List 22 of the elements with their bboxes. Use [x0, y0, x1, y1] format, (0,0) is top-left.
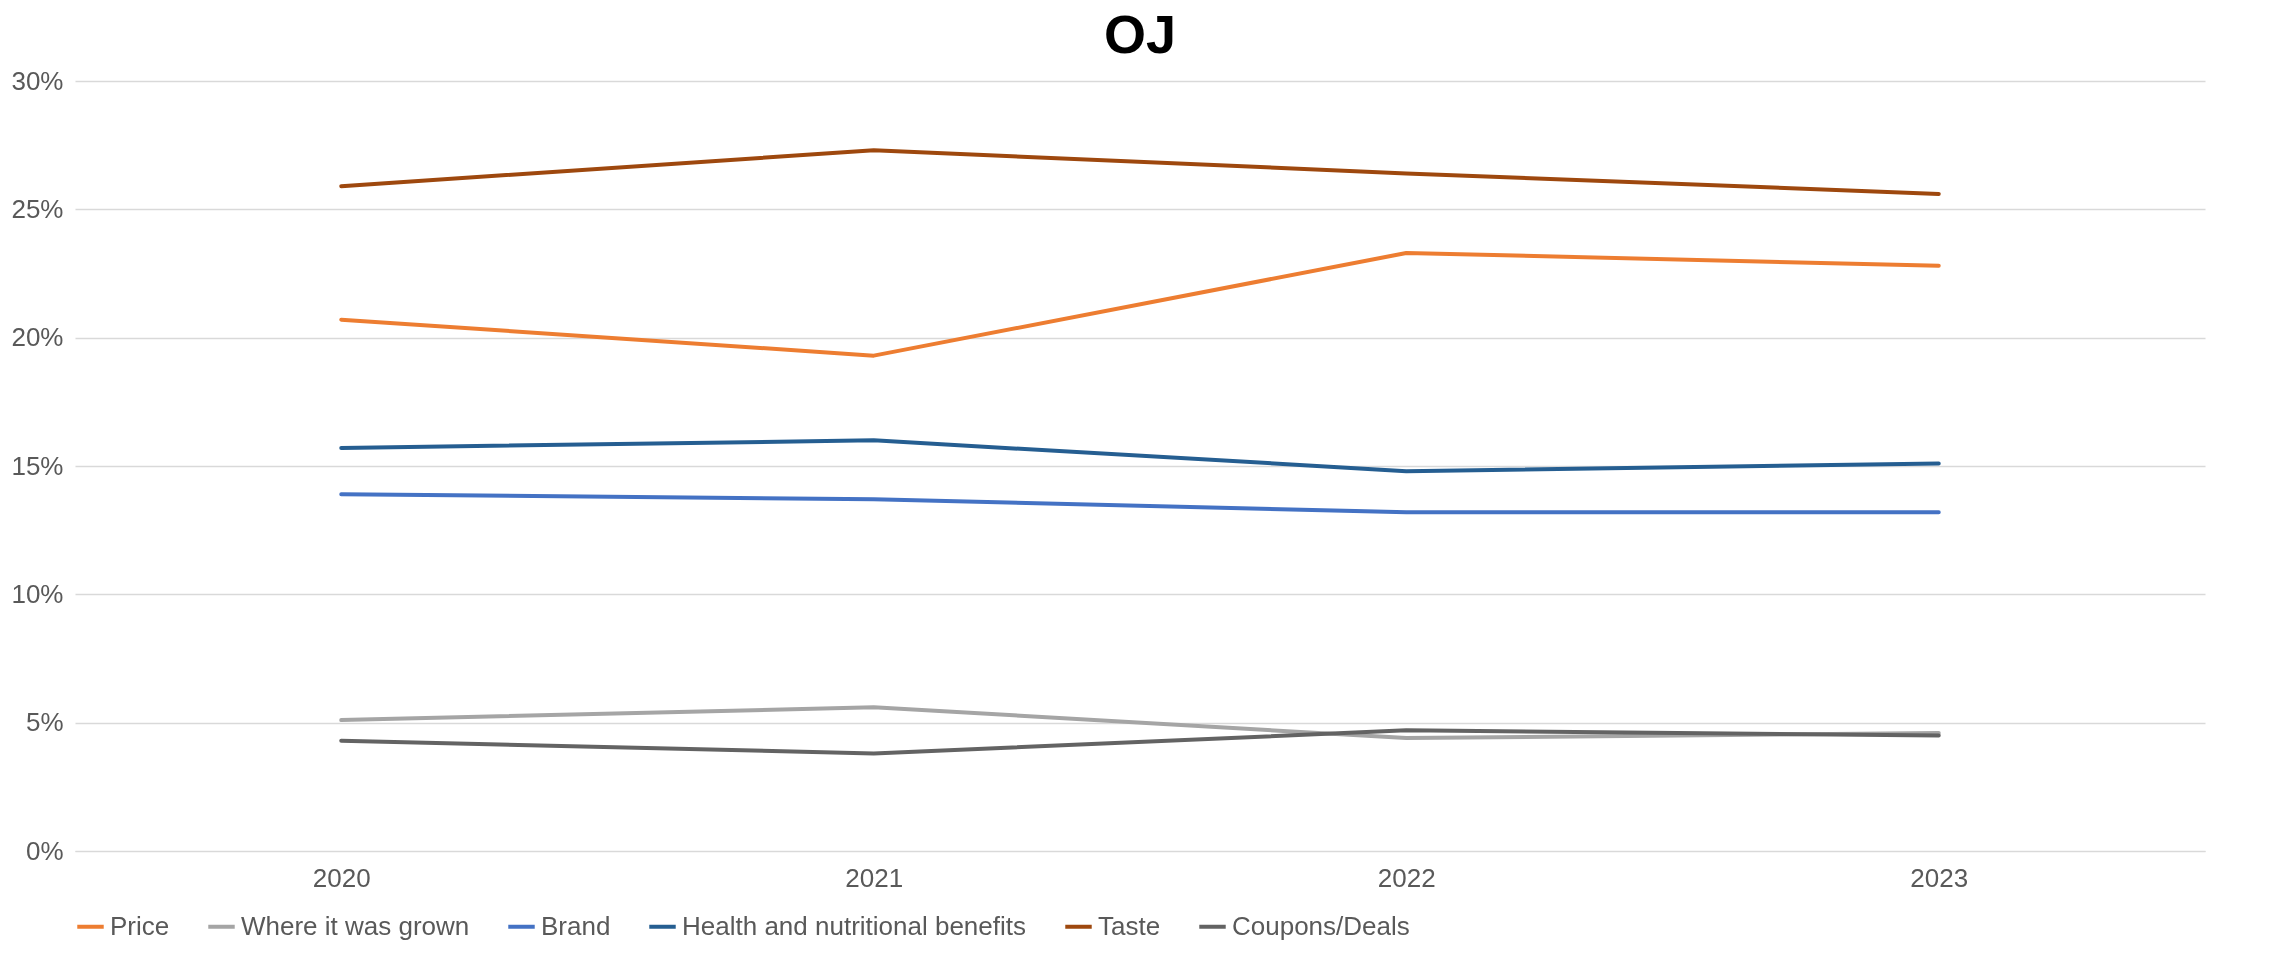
y-tick-label: 25% — [11, 193, 64, 224]
y-tick-label: 30% — [11, 65, 64, 96]
y-tick-label: 20% — [11, 322, 64, 353]
x-tick-label: 2023 — [1910, 862, 1969, 893]
y-tick-label: 0% — [25, 835, 64, 866]
chart-title: OJ — [1103, 4, 1177, 64]
x-tick-label: 2020 — [312, 862, 371, 893]
x-tick-label: 2022 — [1377, 862, 1436, 893]
line-series — [339, 438, 1941, 474]
line-series — [339, 148, 1941, 196]
y-tick-label: 15% — [11, 450, 64, 481]
line-series — [339, 728, 1941, 756]
legend-label: Health and nutritional benefits — [682, 910, 1027, 941]
legend-label: Taste — [1098, 910, 1161, 941]
line-series — [339, 250, 1941, 358]
legend-label: Where it was grown — [241, 910, 470, 941]
y-tick-label: 10% — [11, 578, 64, 609]
legend-label: Coupons/Deals — [1232, 910, 1410, 941]
y-tick-label: 5% — [25, 707, 64, 738]
x-tick-label: 2021 — [845, 862, 904, 893]
legend-label: Brand — [541, 910, 611, 941]
legend-label: Price — [110, 910, 170, 941]
